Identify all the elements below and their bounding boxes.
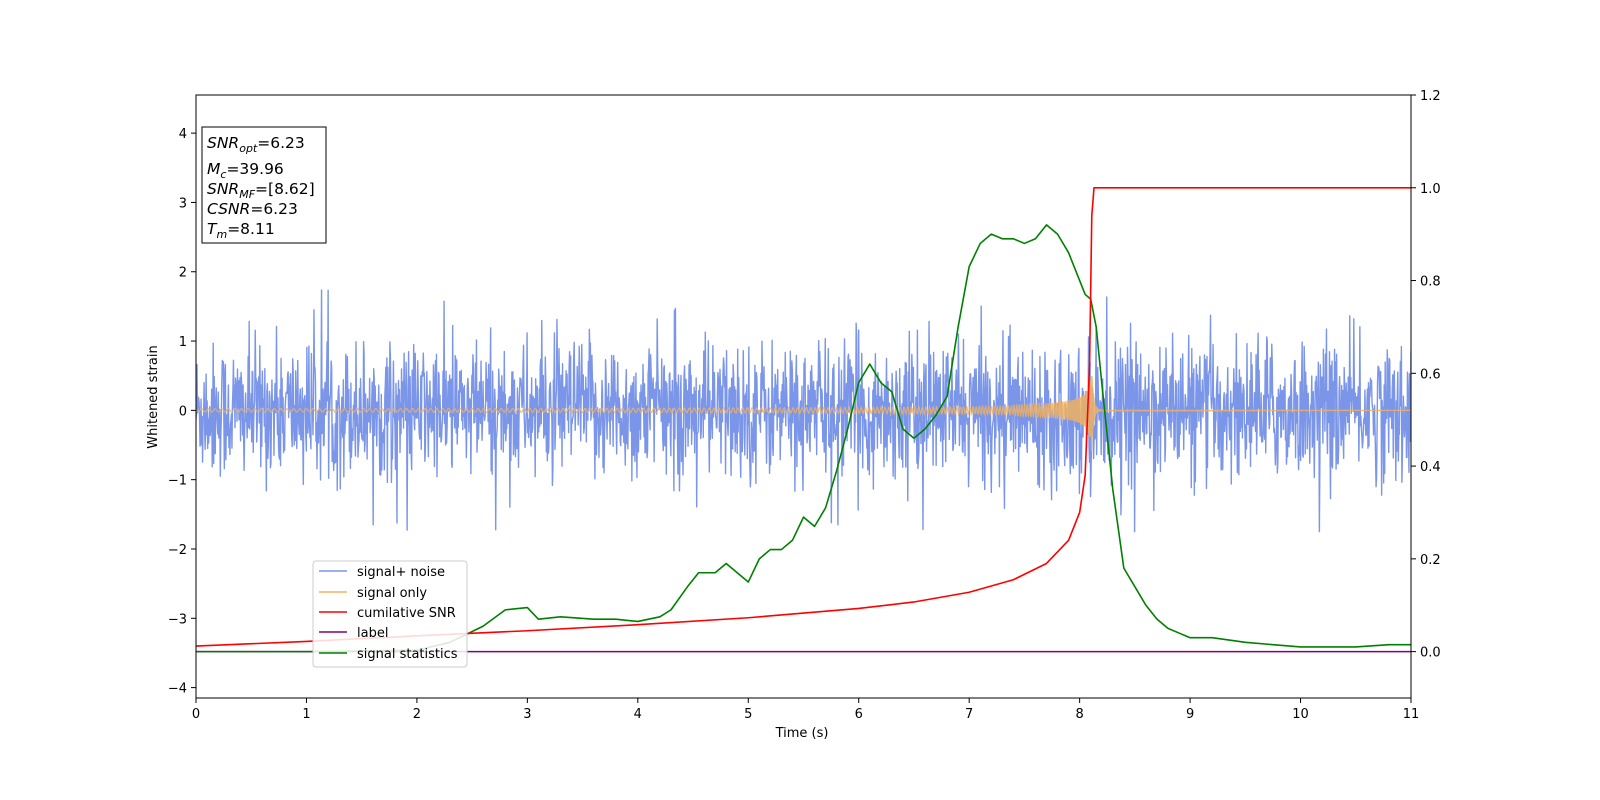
y-tick-label-left: −4: [168, 682, 187, 697]
legend-label: signal statistics: [357, 647, 458, 662]
x-tick-label: 9: [1186, 707, 1194, 722]
series-signal-noise: [196, 289, 1411, 533]
legend: signal+ noise signal only cumilative SNR…: [312, 560, 468, 668]
plot-frame: [195, 94, 1412, 699]
x-tick-label: 11: [1403, 707, 1420, 722]
cumulative-snr-line: [196, 186, 1411, 647]
y-tick-label-right: 0.6: [1420, 367, 1441, 382]
series-cumulative-snr: [196, 186, 1411, 647]
x-tick-label: 4: [634, 707, 642, 722]
x-tick-label: 5: [744, 707, 752, 722]
signal-statistics-line: [196, 224, 1411, 653]
legend-entry-signal-noise: signal+ noise: [319, 565, 445, 580]
annotation-csnr: CSNR=6.23: [207, 200, 298, 218]
legend-entry-signal-statistics: signal statistics: [319, 647, 458, 662]
annotation-box: SNRopt=6.23 Mc=39.96 SNRMF=[8.62] CSNR=6…: [201, 126, 327, 244]
legend-entry-label: label: [319, 626, 388, 641]
legend-label: signal only: [357, 586, 427, 601]
annotation-frame: [201, 126, 327, 244]
x-tick-label: 1: [302, 707, 310, 722]
legend-label: label: [357, 626, 388, 641]
y-tick-label-left: 1: [179, 335, 187, 350]
legend-label: cumilative SNR: [357, 606, 456, 621]
y-axis-right: 0.0 0.2 0.4 0.6 0.8 1.0 1.2: [1411, 89, 1441, 661]
x-tick-label: 3: [523, 707, 531, 722]
y-tick-label-right: 1.0: [1420, 182, 1441, 197]
y-tick-label-left: 2: [179, 266, 187, 281]
y-tick-label-left: −1: [168, 474, 187, 489]
y-tick-label-right: 0.2: [1420, 553, 1441, 568]
x-tick-label: 7: [965, 707, 973, 722]
legend-entry-cumulative-snr: cumilative SNR: [319, 606, 456, 621]
x-tick-label: 6: [855, 707, 863, 722]
signal-noise-line: [196, 289, 1411, 533]
y-axis-left: −4 −3 −2 −1 0 1 2 3 4: [168, 127, 196, 697]
legend-entry-signal-only: signal only: [319, 586, 427, 601]
x-axis-label: Time (s): [775, 726, 829, 741]
y-tick-label-left: 4: [179, 127, 187, 142]
y-tick-label-left: −3: [168, 612, 187, 627]
legend-frame: [312, 560, 468, 668]
series-signal-only: [196, 375, 1411, 451]
x-tick-label: 2: [413, 707, 421, 722]
legend-label: signal+ noise: [357, 565, 445, 580]
y-tick-label-right: 0.8: [1420, 275, 1441, 290]
y-tick-label-right: 1.2: [1420, 89, 1441, 104]
y-tick-label-left: 3: [179, 196, 187, 211]
annotation-tm: Tm=8.11: [207, 220, 275, 241]
series-signal-statistics: [196, 224, 1411, 653]
y-tick-label-right: 0.0: [1420, 646, 1441, 661]
annotation-mc: Mc=39.96: [207, 160, 284, 181]
annotation-snr-mf: SNRMF=[8.62]: [207, 180, 315, 201]
x-tick-label: 10: [1292, 707, 1309, 722]
y-tick-label-left: 0: [179, 404, 187, 419]
signal-only-line: [196, 375, 1411, 451]
x-tick-label: 8: [1075, 707, 1083, 722]
y-axis-label-left: Whitened strain: [146, 345, 161, 448]
y-tick-label-right: 0.4: [1420, 460, 1441, 475]
annotation-snr-opt: SNRopt=6.23: [207, 134, 305, 155]
y-tick-label-left: −2: [168, 543, 187, 558]
x-tick-label: 0: [192, 707, 200, 722]
x-axis: 0 1 2 3 4 5 6 7 8 9 10 11: [192, 698, 1419, 722]
